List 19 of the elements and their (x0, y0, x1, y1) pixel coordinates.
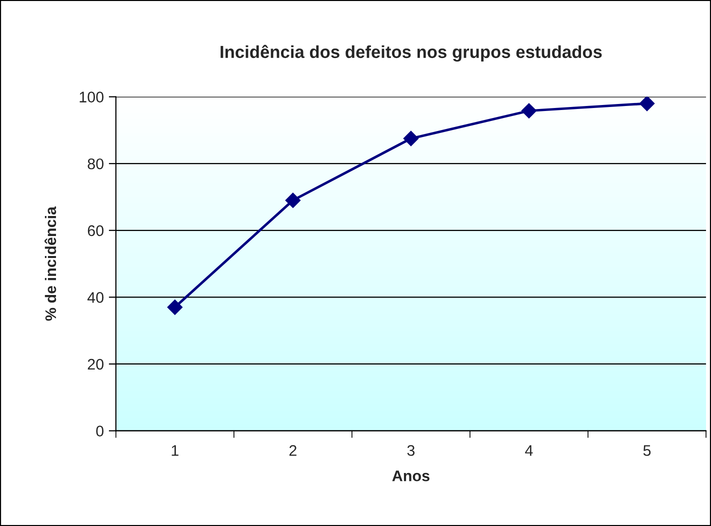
y-tick-label: 100 (80, 92, 104, 102)
x-axis-title: Anos (392, 470, 430, 482)
x-tick-label: 5 (643, 445, 651, 456)
x-tick-label: 2 (289, 445, 296, 456)
y-tick-label: 80 (88, 158, 104, 170)
point (285, 192, 300, 208)
y-axis-title: % de incidência (44, 206, 56, 321)
x-tick-label: 1 (172, 445, 178, 456)
x-tick-label: 4 (525, 445, 533, 456)
point (521, 103, 537, 118)
x-tick-label: 3 (407, 445, 415, 456)
y-tick-label: 0 (96, 426, 104, 436)
point (639, 96, 655, 112)
y-tick-label: 20 (88, 358, 104, 370)
y-tick-label: 60 (88, 225, 104, 236)
point (167, 300, 182, 315)
y-tick-label: 40 (87, 292, 104, 303)
chart-title: Incidência dos defeitos nos grupos estudados (220, 44, 602, 62)
point (403, 130, 419, 146)
